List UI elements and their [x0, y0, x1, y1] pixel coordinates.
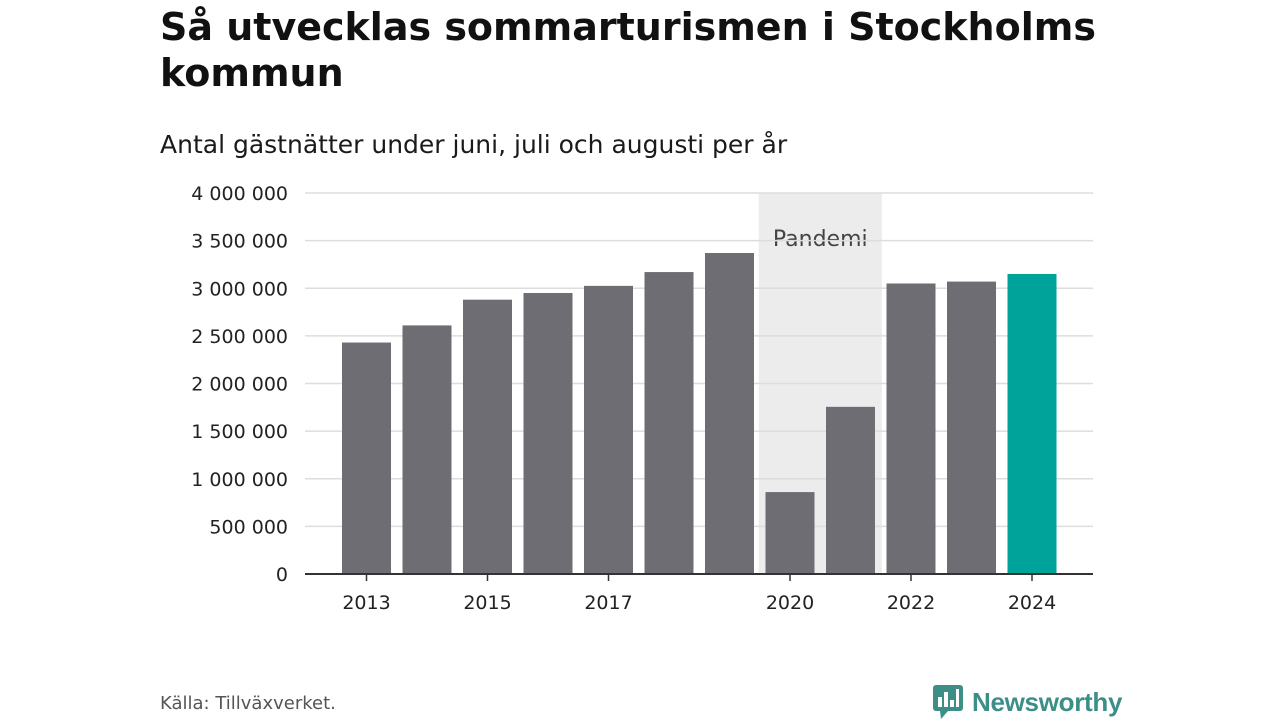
- y-tick-label: 500 000: [209, 516, 288, 538]
- bar-2022: [886, 283, 936, 574]
- brand-logo: Newsworthy: [932, 683, 1122, 721]
- chart-subtitle: Antal gästnätter under juni, juli och au…: [160, 130, 788, 159]
- bar-2017: [584, 285, 633, 574]
- y-tick-label: 2 000 000: [191, 374, 288, 396]
- bar-2021: [826, 406, 875, 574]
- bar-2016: [523, 293, 573, 574]
- bar-2014: [402, 325, 452, 574]
- x-tick-label: 2022: [887, 592, 935, 614]
- x-tick-label: 2017: [584, 592, 632, 614]
- bar-2024: [1007, 273, 1057, 574]
- x-axis-ticks: 2013 2015 2017 2020 2022 2024: [342, 574, 1056, 614]
- bar-2013: [342, 342, 391, 574]
- bars: [342, 253, 1057, 574]
- newsworthy-logo-icon: [933, 685, 963, 719]
- y-axis-ticks: 0 500 000 1 000 000 1 500 000 2 000 000 2 500…: [191, 183, 288, 586]
- y-tick-label: 4 000 000: [191, 183, 288, 205]
- x-tick-label: 2015: [463, 592, 511, 614]
- x-tick-label: 2024: [1008, 592, 1056, 614]
- y-tick-label: 1 500 000: [191, 421, 288, 443]
- brand-name: Newsworthy: [972, 686, 1123, 717]
- bar-2023: [947, 281, 996, 574]
- y-tick-label: 2 500 000: [191, 326, 288, 348]
- x-tick-label: 2013: [342, 592, 390, 614]
- chart-title: Så utvecklas sommarturismen i Stockholms…: [160, 5, 1096, 95]
- bar-2018: [644, 272, 694, 574]
- bar-chart: Pandemi 0 500 000 1 000 000 1 500 000 2 000 …: [191, 183, 1093, 614]
- source-note: Källa: Tillväxverket.: [160, 693, 336, 714]
- bar-2020: [765, 492, 815, 574]
- x-tick-label: 2020: [766, 592, 814, 614]
- y-tick-label: 3 500 000: [191, 231, 288, 253]
- y-tick-label: 1 000 000: [191, 469, 288, 491]
- pandemic-label: Pandemi: [773, 227, 868, 252]
- bar-2015: [463, 299, 512, 574]
- y-tick-label: 3 000 000: [191, 278, 288, 300]
- bar-2019: [705, 253, 754, 574]
- y-tick-label: 0: [276, 564, 288, 586]
